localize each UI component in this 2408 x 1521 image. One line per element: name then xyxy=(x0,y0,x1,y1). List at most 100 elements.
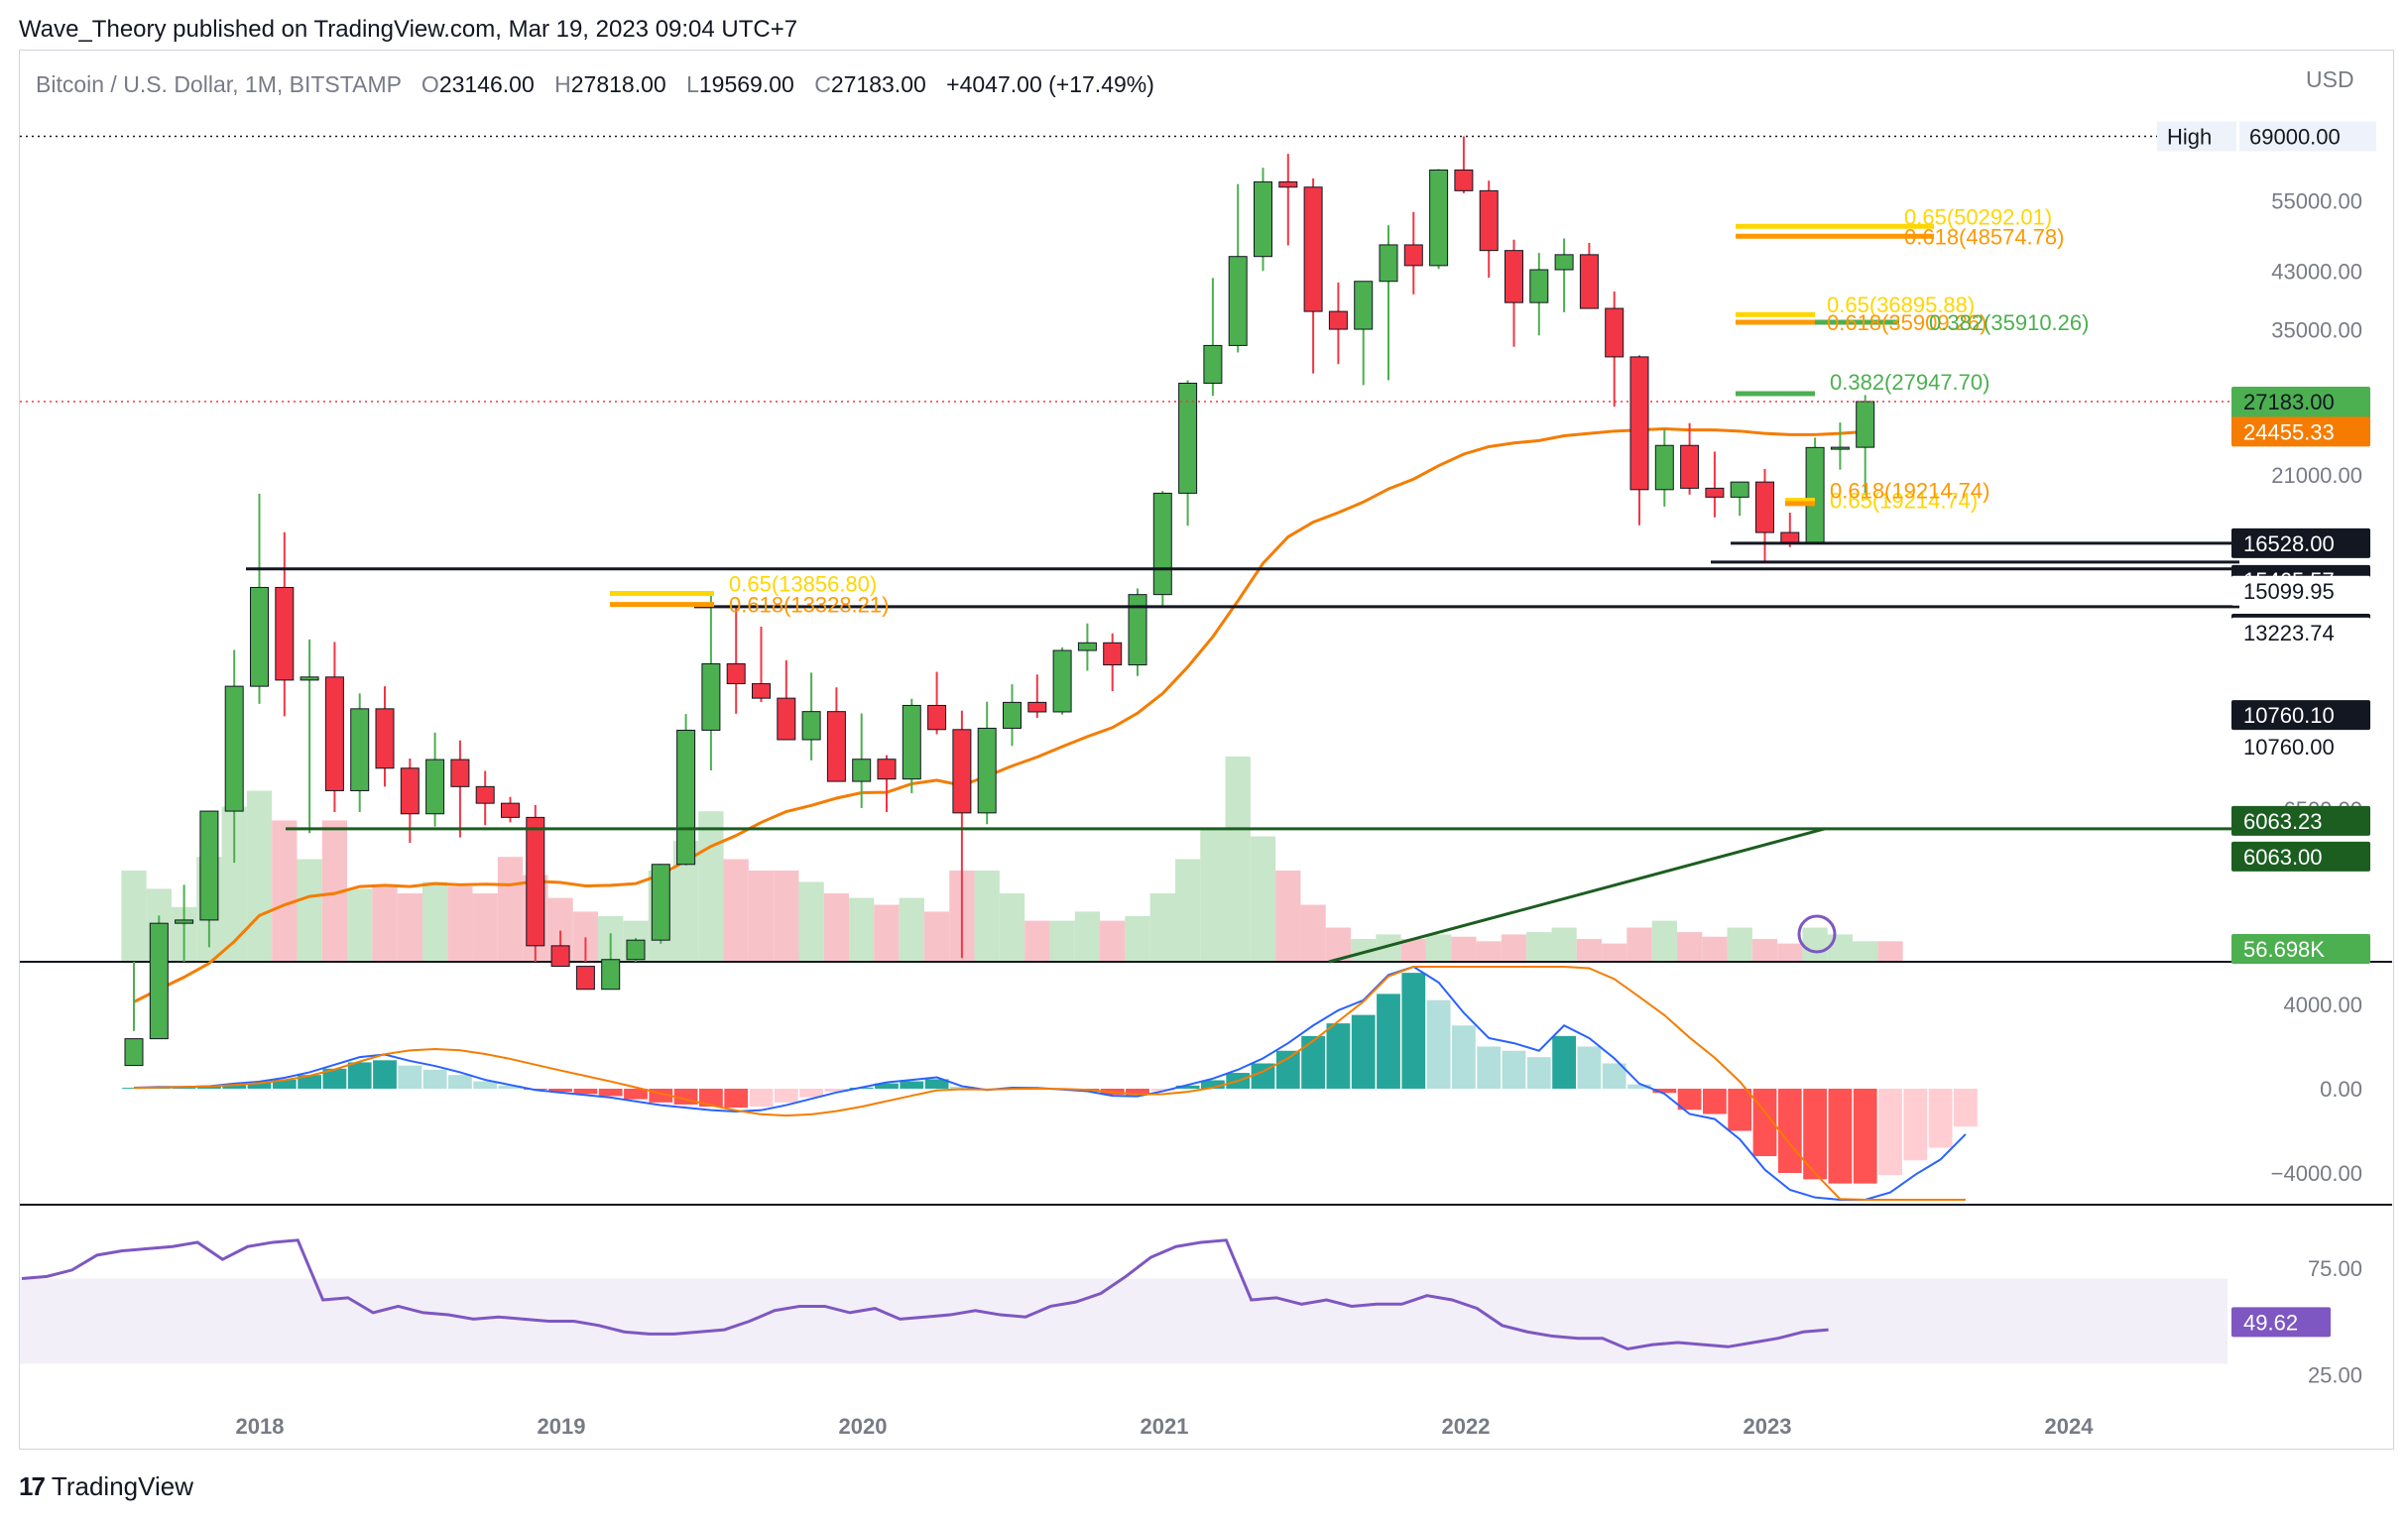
macd-hist-bar xyxy=(548,1089,572,1093)
candle-body xyxy=(1103,642,1123,666)
volume-bar xyxy=(923,911,950,962)
high-tag-label-bg xyxy=(2157,121,2236,152)
candle-body xyxy=(450,759,470,787)
macd-hist-bar xyxy=(1401,973,1426,1089)
macd-hist-bar xyxy=(1577,1046,1602,1089)
candle-body xyxy=(1755,481,1774,533)
candle-body xyxy=(1027,701,1047,713)
candle-body xyxy=(1203,344,1223,384)
candle-body xyxy=(250,586,269,687)
volume-bar xyxy=(121,871,147,962)
volume-bar xyxy=(1626,927,1652,962)
time-tick: 2021 xyxy=(1141,1414,1189,1439)
candle-body xyxy=(575,966,595,991)
candle-body xyxy=(224,685,244,812)
candle-body xyxy=(1579,254,1599,309)
price-tag-bg xyxy=(2231,527,2370,558)
candle-body xyxy=(1805,446,1825,544)
macd-hist-bar xyxy=(1803,1089,1827,1180)
ohlc-legend: Bitcoin / U.S. Dollar, 1M, BITSTAMP O231… xyxy=(36,71,1154,98)
candle-body xyxy=(1128,594,1147,666)
high-label: H xyxy=(554,71,571,97)
rsi-tag-value: 49.62 xyxy=(2243,1310,2298,1335)
volume-bar xyxy=(698,811,724,962)
candle-body xyxy=(149,922,169,1040)
tradingview-brand: TradingView xyxy=(51,1471,193,1501)
time-tick: 2019 xyxy=(538,1414,586,1439)
macd-hist-bar xyxy=(573,1089,598,1095)
publish-caption: Wave_Theory published on TradingView.com… xyxy=(19,16,798,43)
macd-hist-bar xyxy=(875,1083,899,1089)
candle-body xyxy=(1730,481,1749,498)
high-tag-value: 69000.00 xyxy=(2249,124,2341,149)
macd-tick: 4000.00 xyxy=(2283,993,2362,1017)
macd-hist-bar xyxy=(900,1081,924,1089)
grid-lines xyxy=(20,961,2392,1206)
macd-hist-bar xyxy=(624,1089,648,1100)
volume-bar xyxy=(1275,871,1301,962)
macd-hist-bar xyxy=(298,1075,321,1089)
candle-body xyxy=(1605,307,1625,358)
volume-bar xyxy=(1400,939,1426,962)
candle-body xyxy=(526,816,545,947)
volume-bar xyxy=(1853,941,1878,962)
macd-hist-bar xyxy=(1602,1063,1626,1089)
volume-bar xyxy=(823,893,850,962)
close-value: 27183.00 xyxy=(830,71,926,97)
macd-hist-bar xyxy=(699,1089,723,1108)
tradingview-footer[interactable]: 17 TradingView xyxy=(19,1471,193,1502)
candle-body xyxy=(1780,531,1800,544)
macd-hist-bar xyxy=(1903,1089,1928,1161)
macd-hist-bar xyxy=(122,1088,146,1090)
candle-body xyxy=(1830,446,1850,450)
low-value: 19569.00 xyxy=(698,71,794,97)
candle-body xyxy=(275,586,295,681)
candle-body xyxy=(877,759,897,780)
time-tick: 2018 xyxy=(236,1414,285,1439)
candle-body xyxy=(1403,244,1423,267)
macd-hist-bar xyxy=(498,1085,523,1089)
volume-bar xyxy=(347,888,373,962)
candle-body xyxy=(1178,382,1198,494)
rsi-line xyxy=(21,1238,1829,1351)
rsi-layer xyxy=(20,1238,2227,1364)
candle-body xyxy=(651,864,670,941)
candle-body xyxy=(601,959,621,991)
time-tick: 2024 xyxy=(2045,1414,2095,1439)
volume-bar xyxy=(1602,943,1627,962)
macd-hist-bar xyxy=(1175,1085,1200,1089)
candlestick-layer xyxy=(124,136,1875,1067)
price-tag-value: 6063.23 xyxy=(2243,809,2323,834)
candle-body xyxy=(324,676,344,791)
volume-bar xyxy=(1049,920,1075,962)
volume-bar xyxy=(1877,941,1903,962)
volume-bar xyxy=(1174,859,1201,962)
volume-bar xyxy=(497,857,524,962)
price-tag-value: 10760.10 xyxy=(2243,703,2335,728)
macd-hist-bar xyxy=(1301,1035,1325,1089)
volume-bar xyxy=(1074,911,1101,962)
macd-hist-bar xyxy=(598,1089,623,1097)
macd-hist-bar xyxy=(1878,1089,1902,1176)
rsi-tag-bg xyxy=(2231,1307,2331,1338)
volume-bar xyxy=(272,820,298,962)
candle-body xyxy=(300,676,319,681)
volume-bar xyxy=(1501,934,1527,962)
macd-hist-bar xyxy=(1452,1025,1476,1089)
volume-bar xyxy=(1751,939,1778,962)
candle-body xyxy=(350,708,370,791)
candle-body xyxy=(726,663,746,685)
candle-body xyxy=(1654,444,1674,491)
macd-hist-bar xyxy=(1526,1057,1551,1089)
candle-body xyxy=(1354,281,1374,330)
high-value: 27818.00 xyxy=(570,71,666,97)
ma-line xyxy=(133,426,1866,1003)
moving-average-layer xyxy=(133,426,1866,1003)
candle-body xyxy=(124,1038,144,1067)
candle-body xyxy=(1328,310,1348,330)
symbol-title[interactable]: Bitcoin / U.S. Dollar, 1M, BITSTAMP xyxy=(36,71,402,97)
price-tag-bg xyxy=(2231,617,2370,647)
volume-bar xyxy=(748,871,775,962)
candle-body xyxy=(977,727,997,814)
